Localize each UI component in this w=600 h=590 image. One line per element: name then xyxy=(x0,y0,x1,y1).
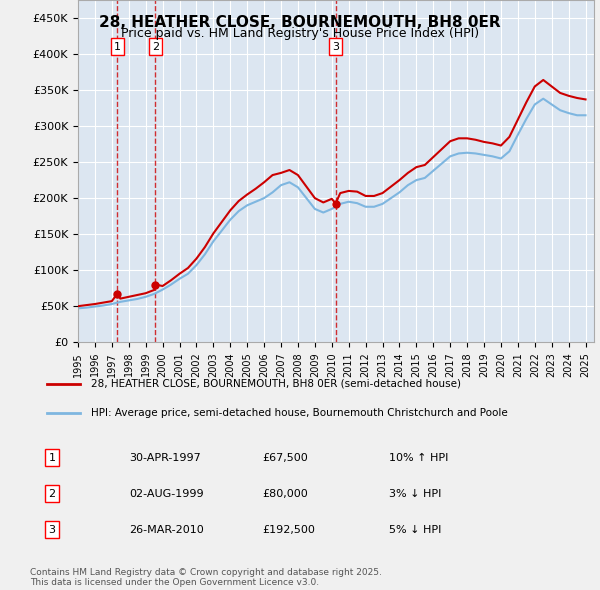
Text: 3% ↓ HPI: 3% ↓ HPI xyxy=(389,489,441,499)
Text: 1: 1 xyxy=(49,453,56,463)
Text: £192,500: £192,500 xyxy=(262,525,315,535)
Text: £80,000: £80,000 xyxy=(262,489,308,499)
Text: 2: 2 xyxy=(49,489,56,499)
Text: Contains HM Land Registry data © Crown copyright and database right 2025.
This d: Contains HM Land Registry data © Crown c… xyxy=(30,568,382,587)
Text: 5% ↓ HPI: 5% ↓ HPI xyxy=(389,525,441,535)
Text: Price paid vs. HM Land Registry's House Price Index (HPI): Price paid vs. HM Land Registry's House … xyxy=(121,27,479,40)
Text: 1: 1 xyxy=(114,42,121,52)
Text: 28, HEATHER CLOSE, BOURNEMOUTH, BH8 0ER: 28, HEATHER CLOSE, BOURNEMOUTH, BH8 0ER xyxy=(99,15,501,30)
Text: £67,500: £67,500 xyxy=(262,453,308,463)
Text: HPI: Average price, semi-detached house, Bournemouth Christchurch and Poole: HPI: Average price, semi-detached house,… xyxy=(91,408,508,418)
Text: 02-AUG-1999: 02-AUG-1999 xyxy=(130,489,204,499)
Text: 30-APR-1997: 30-APR-1997 xyxy=(130,453,201,463)
Text: 2: 2 xyxy=(152,42,159,52)
Text: 3: 3 xyxy=(332,42,339,52)
Text: 3: 3 xyxy=(49,525,56,535)
Text: 26-MAR-2010: 26-MAR-2010 xyxy=(130,525,204,535)
Text: 28, HEATHER CLOSE, BOURNEMOUTH, BH8 0ER (semi-detached house): 28, HEATHER CLOSE, BOURNEMOUTH, BH8 0ER … xyxy=(91,379,461,388)
Text: 10% ↑ HPI: 10% ↑ HPI xyxy=(389,453,448,463)
